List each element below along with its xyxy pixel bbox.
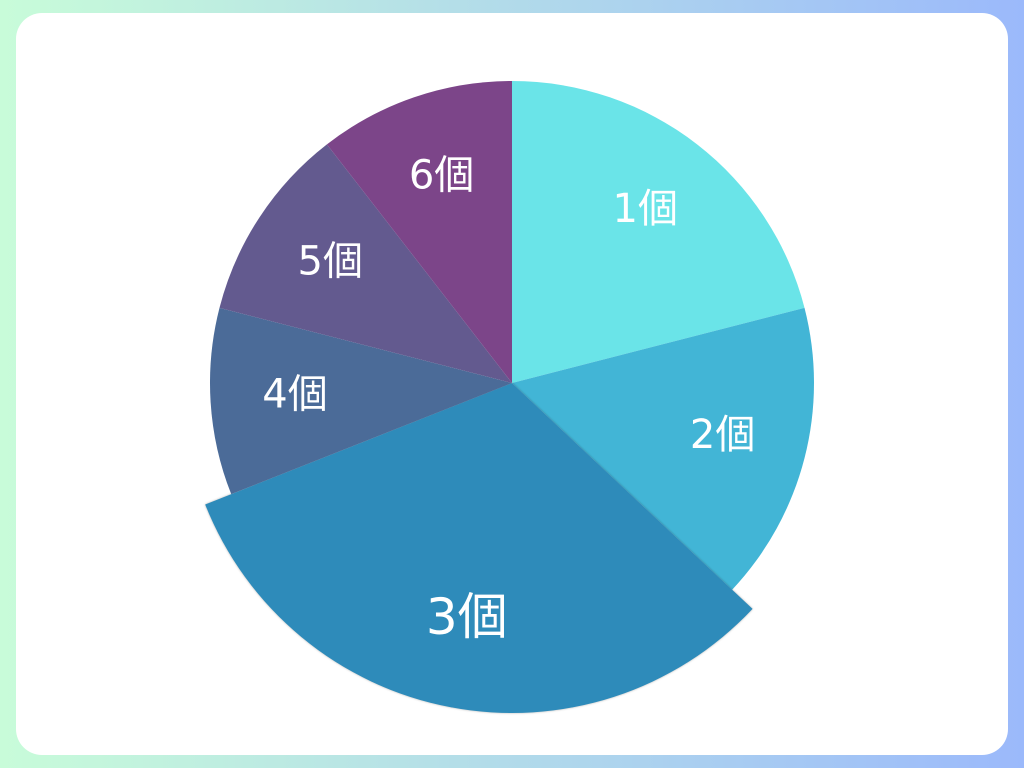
slice-label-5: 5個	[298, 239, 363, 285]
slice-label-6: 6個	[409, 152, 474, 198]
pie-slice-1[interactable]	[512, 81, 805, 383]
slice-label-3: 3個	[426, 588, 508, 646]
pie-slice-4[interactable]	[210, 307, 513, 495]
slice-label-2: 2個	[690, 412, 755, 458]
slice-label-4: 4個	[262, 372, 327, 418]
pie-slice-6[interactable]	[326, 81, 512, 383]
pie-slice-3[interactable]	[205, 383, 753, 713]
slice-label-1: 1個	[613, 186, 678, 232]
pie-slice-2[interactable]	[512, 307, 814, 590]
pie-slice-5[interactable]	[219, 144, 512, 383]
